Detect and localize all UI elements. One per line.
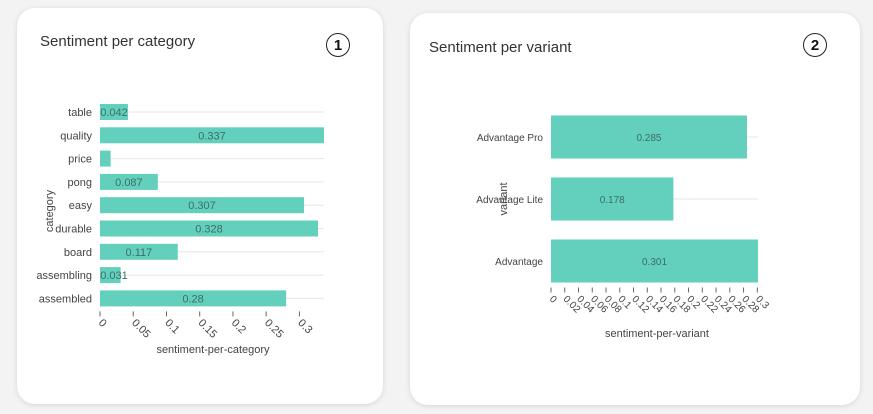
- x-tick-label: 0.1: [162, 317, 181, 336]
- x-tick-label: 0.2: [229, 317, 248, 336]
- bar-6: [100, 243, 178, 260]
- bar-5: [100, 220, 319, 237]
- value-label: 0.328: [195, 224, 223, 236]
- badge-number: 2: [803, 33, 827, 57]
- category-label: quality: [60, 130, 92, 142]
- category-label: Advantage Pro: [477, 133, 544, 144]
- value-label: 0.285: [636, 133, 661, 144]
- x-axis-title: sentiment-per-category: [156, 344, 270, 356]
- sentiment-per-category-card: Sentiment per category 1 table 0.042 quali…: [17, 8, 383, 404]
- bar-0: [551, 115, 747, 159]
- sentiment-per-category-chart: table 0.042 quality 0.337 price pong 0.087 easy…: [36, 104, 324, 356]
- category-label: assembled: [39, 293, 92, 305]
- bar-7: [100, 267, 121, 284]
- value-label: 0.301: [642, 257, 667, 268]
- value-label: 0.031: [100, 270, 128, 282]
- y-axis-title: variant: [498, 182, 510, 215]
- bar-3: [100, 173, 158, 190]
- value-label: 0.042: [100, 107, 128, 119]
- x-tick-label: 0.3: [295, 317, 314, 336]
- category-label: table: [68, 107, 92, 119]
- value-label: 0.117: [126, 247, 153, 259]
- category-label: price: [68, 154, 92, 166]
- sentiment-per-variant-chart: Advantage Pro 0.285 Advantage Lite 0.178 Adv…: [476, 115, 771, 340]
- category-label: board: [64, 247, 92, 259]
- category-label: Advantage Lite: [476, 195, 543, 206]
- value-label: 0.087: [115, 177, 143, 189]
- category-label: easy: [69, 200, 93, 212]
- bar-1: [100, 127, 324, 144]
- card-title: Sentiment per category: [40, 33, 196, 50]
- x-tick-label: 0: [547, 294, 559, 306]
- bar-4: [100, 197, 305, 214]
- x-tick-label: 0.05: [129, 317, 153, 341]
- x-axis-title: sentiment-per-variant: [605, 328, 709, 340]
- card-title: Sentiment per variant: [429, 39, 572, 56]
- bar-0: [100, 104, 128, 120]
- x-tick-label: 0.15: [196, 317, 220, 341]
- sentiment-per-variant-card: Sentiment per variant 2 Advantage Pro 0.2…: [410, 13, 860, 405]
- value-label: 0.307: [188, 200, 216, 212]
- category-label: assembling: [36, 270, 92, 282]
- category-label: pong: [68, 177, 92, 189]
- bar-8: [100, 290, 287, 307]
- bar-2: [100, 150, 111, 167]
- y-axis-title: category: [44, 189, 56, 232]
- category-label: durable: [55, 224, 92, 236]
- badge-number: 1: [326, 33, 350, 57]
- x-tick-label: 0: [96, 317, 109, 330]
- value-label: 0.28: [182, 293, 203, 305]
- x-tick-label: 0.25: [262, 317, 286, 341]
- value-label: 0.178: [600, 195, 625, 206]
- category-label: Advantage: [495, 257, 543, 268]
- value-label: 0.337: [198, 130, 226, 142]
- bar-1: [551, 177, 674, 221]
- bar-2: [551, 239, 758, 283]
